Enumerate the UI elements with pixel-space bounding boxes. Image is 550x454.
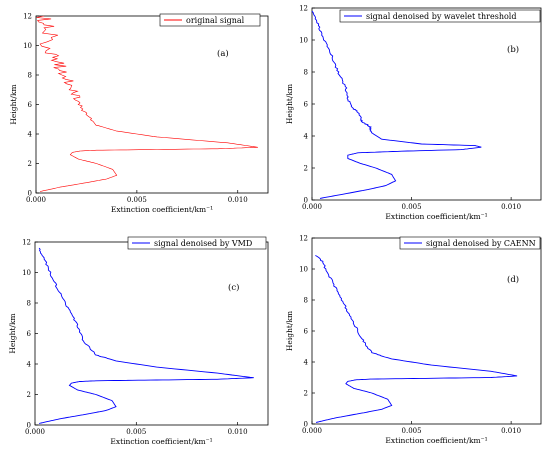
x-tick-label: 0.010: [228, 196, 248, 204]
y-tick-label: 6: [304, 328, 309, 336]
series-line: [38, 247, 254, 424]
panel-label: (c): [228, 282, 239, 293]
series-line: [311, 10, 482, 199]
x-tick-label: 0.005: [126, 428, 146, 436]
plot-frame: [311, 237, 542, 425]
y-axis-label: Height/km: [285, 311, 294, 351]
legend-box: [399, 236, 541, 250]
x-tick-label: 0.010: [501, 203, 521, 211]
y-tick-label: 8: [28, 72, 32, 80]
y-tick-label: 2: [304, 390, 308, 398]
plot-frame: [35, 15, 269, 194]
y-axis-label: Height/km: [9, 84, 18, 124]
x-tick-label: 0.000: [302, 203, 322, 211]
chart-panel: 0 2 4 6 8 10 12 0.000 0.005 0.010 Extinction coeff…: [9, 13, 269, 214]
legend-label: signal denoised by VMD: [154, 239, 252, 248]
y-tick-label: 4: [304, 133, 309, 141]
series-line: [315, 254, 518, 423]
y-tick-label: 2: [28, 160, 32, 168]
x-tick-label: 0.010: [228, 428, 248, 436]
y-tick-label: 12: [299, 235, 308, 243]
chart-panel: 0 2 4 6 8 10 12 0.000 0.005 0.010 Extinction coeff…: [8, 236, 269, 446]
chart-panel: 0 2 4 6 8 10 12 0.000 0.005 0.010 Extinction coeff…: [285, 235, 542, 445]
chart-panel: 0 2 4 6 8 10 12 0.000 0.005 0.010 Extinction coeff…: [285, 5, 542, 221]
y-tick-label: 0: [304, 421, 308, 429]
y-tick-label: 6: [304, 101, 309, 109]
panel-label: (a): [217, 48, 229, 59]
legend: signal denoised by CAENN: [399, 236, 541, 250]
y-tick-label: 2: [304, 165, 308, 173]
x-tick-label: 0.000: [25, 428, 45, 436]
legend: signal denoised by wavelet threshold: [339, 9, 541, 23]
y-tick-label: 2: [27, 391, 31, 399]
y-tick-label: 10: [22, 269, 31, 277]
legend-box: [339, 9, 541, 23]
y-tick-label: 4: [28, 131, 33, 139]
y-tick-label: 10: [299, 266, 308, 274]
legend-label: original signal: [186, 16, 245, 25]
y-tick-label: 6: [27, 330, 32, 338]
x-tick-label: 0.000: [26, 196, 46, 204]
x-tick-label: 0.010: [501, 427, 521, 435]
y-tick-label: 10: [23, 42, 32, 50]
y-tick-label: 10: [299, 37, 308, 45]
y-tick-label: 8: [27, 300, 31, 308]
y-tick-label: 12: [23, 13, 32, 21]
y-tick-label: 0: [28, 190, 32, 198]
legend: original signal: [159, 13, 261, 27]
legend-box: [159, 13, 261, 27]
y-axis-label: Height/km: [8, 313, 17, 353]
x-axis-label: Extinction coefficient/km⁻¹: [111, 205, 213, 214]
legend: signal denoised by VMD: [127, 236, 267, 250]
y-tick-label: 12: [22, 239, 31, 247]
y-tick-label: 4: [304, 359, 309, 367]
legend-label: signal denoised by wavelet threshold: [366, 12, 516, 21]
y-tick-label: 8: [304, 297, 308, 305]
series-line: [36, 15, 258, 192]
y-tick-label: 6: [28, 101, 33, 109]
x-tick-label: 0.005: [402, 203, 422, 211]
y-tick-label: 4: [27, 361, 32, 369]
x-axis-label: Extinction coefficient/km⁻¹: [385, 212, 487, 221]
panel-label: (b): [507, 44, 519, 55]
y-tick-label: 0: [27, 422, 31, 430]
plot-frame: [311, 7, 542, 201]
y-tick-label: 8: [304, 69, 308, 77]
x-tick-label: 0.005: [127, 196, 147, 204]
y-tick-label: 12: [299, 5, 308, 13]
x-axis-label: Extinction coefficient/km⁻¹: [385, 436, 487, 445]
y-tick-label: 0: [304, 197, 308, 205]
y-axis-label: Height/km: [285, 84, 294, 124]
legend-label: signal denoised by CAENN: [426, 239, 536, 248]
x-tick-label: 0.000: [302, 427, 322, 435]
plot-frame: [34, 241, 269, 426]
x-axis-label: Extinction coefficient/km⁻¹: [110, 437, 212, 446]
panel-label: (d): [507, 274, 519, 285]
x-tick-label: 0.005: [402, 427, 422, 435]
legend-box: [127, 236, 267, 250]
